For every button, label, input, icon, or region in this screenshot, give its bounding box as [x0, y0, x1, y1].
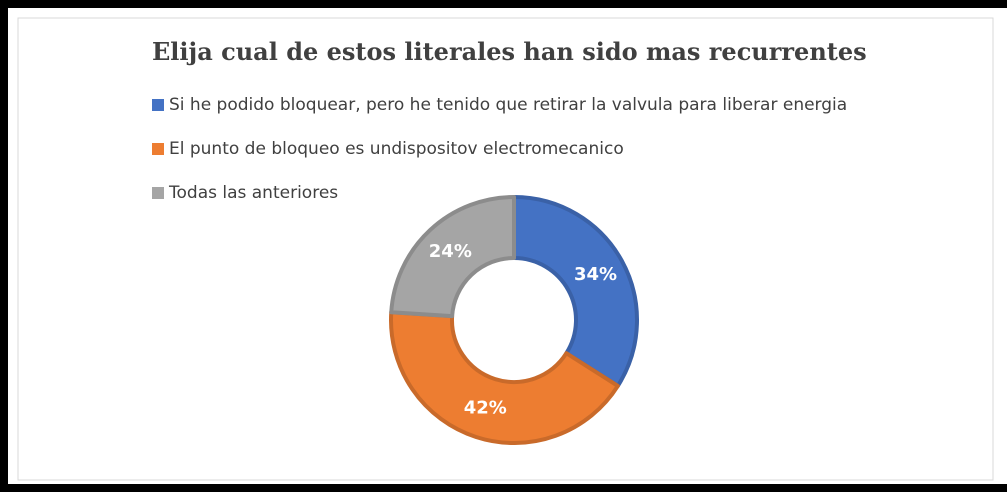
data-label: 34%	[574, 264, 617, 285]
legend-label: Si he podido bloquear, pero he tenido qu…	[169, 95, 847, 115]
legend-swatch	[152, 187, 164, 199]
donut-slice	[389, 195, 516, 319]
legend-swatch	[152, 99, 164, 111]
legend-swatch	[152, 143, 164, 155]
legend-label: El punto de bloqueo es undispositov elec…	[169, 139, 624, 159]
donut-slice	[389, 310, 620, 445]
legend-label: Todas las anteriores	[168, 183, 338, 203]
data-label: 42%	[464, 397, 507, 418]
chart-title: Elija cual de estos literales han sido m…	[152, 37, 867, 66]
donut-slice	[512, 195, 639, 388]
data-label: 24%	[429, 241, 472, 262]
